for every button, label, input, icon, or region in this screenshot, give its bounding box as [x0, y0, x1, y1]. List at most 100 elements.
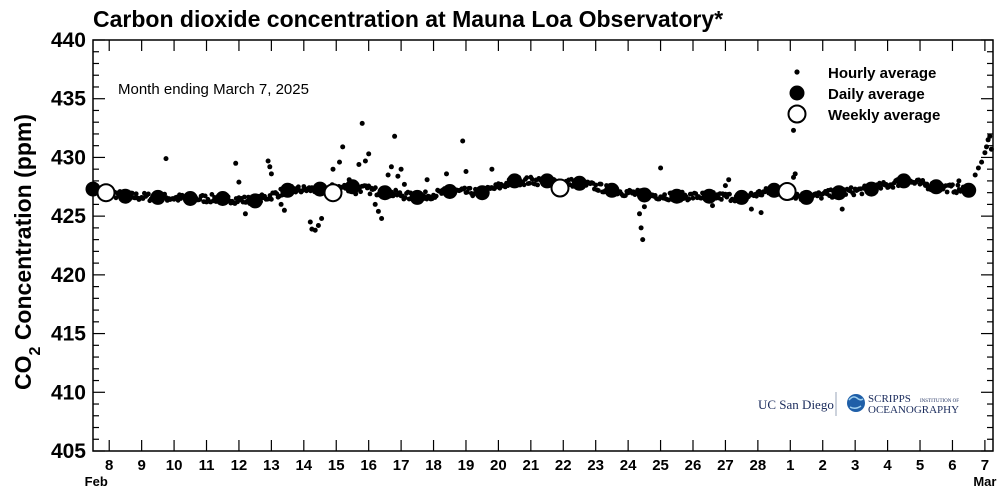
hourly-point [319, 216, 325, 221]
hourly-point [593, 182, 599, 188]
hourly-point [489, 166, 495, 172]
hourly-point [281, 207, 287, 213]
hourly-point [375, 208, 381, 214]
y-tick-label: 425 [51, 205, 86, 228]
hourly-point [236, 179, 242, 185]
hourly-point [398, 166, 404, 172]
y-tick-label: 435 [51, 88, 86, 111]
x-tick-label: 26 [685, 457, 702, 474]
hourly-point [987, 133, 993, 139]
y-axis-label-suffix: Concentration (ppm) [10, 114, 36, 347]
hourly-point [423, 189, 428, 195]
scripps-globe-icon [847, 394, 865, 412]
daily-point [701, 188, 717, 204]
hourly-point [163, 156, 169, 162]
hourly-point [956, 178, 962, 184]
hourly-point [356, 162, 362, 167]
scripps-logo-bottom: OCEANOGRAPHY [868, 404, 959, 416]
hourly-point [924, 181, 930, 187]
y-axis-label-sub: 2 [27, 346, 44, 355]
hourly-point [792, 171, 798, 177]
daily-point [117, 188, 133, 204]
daily-point [409, 189, 425, 205]
hourly-point [462, 185, 467, 191]
hourly-point [315, 223, 321, 228]
hourly-point [133, 191, 139, 197]
hourly-point [268, 171, 274, 177]
hourly-point [424, 177, 430, 183]
logo-area: UC San Diego SCRIPPS INSTITUTION OF OCEA… [758, 392, 959, 416]
legend-weekly-label: Weekly average [828, 107, 940, 124]
hourly-point [358, 189, 363, 195]
hourly-point [307, 219, 313, 225]
hourly-point [710, 203, 715, 209]
hourly-point [791, 127, 796, 133]
hourly-point [330, 166, 336, 172]
x-tick-label: 22 [555, 457, 572, 474]
hourly-point [984, 144, 989, 150]
hourly-point [146, 191, 151, 197]
hourly-point [686, 196, 692, 202]
weekly-series [96, 178, 797, 203]
daily-point [896, 173, 912, 189]
hourly-point [521, 182, 527, 188]
legend-daily-marker [789, 85, 805, 101]
x-month-label: Mar [973, 474, 996, 489]
hourly-point [367, 191, 373, 197]
x-tick-label: 14 [295, 457, 312, 474]
hourly-point [278, 201, 284, 207]
hourly-point [340, 144, 346, 150]
hourly-point [954, 190, 959, 196]
hourly-point [402, 195, 408, 201]
daily-point [928, 179, 944, 195]
axis-ticks [93, 39, 993, 452]
hourly-point [395, 173, 401, 179]
hourly-point [690, 195, 696, 201]
hourly-point [638, 225, 644, 231]
hourly-point [233, 160, 239, 166]
hourly-point [982, 150, 988, 156]
hourly-point [851, 192, 857, 198]
x-tick-label: 1 [786, 457, 794, 474]
x-tick-label: 20 [490, 457, 507, 474]
y-axis-label-prefix: CO [10, 355, 36, 390]
hourly-point [979, 159, 985, 165]
legend-weekly-marker [787, 104, 807, 124]
hourly-point [242, 211, 248, 217]
daily-point [474, 185, 490, 201]
hourly-point [637, 211, 642, 217]
y-tick-label: 430 [51, 146, 86, 169]
hourly-point [955, 182, 961, 188]
hourly-point [722, 183, 728, 189]
daily-point [150, 189, 166, 205]
hourly-point [444, 171, 449, 177]
hourly-point [727, 191, 732, 197]
x-tick-label: 7 [981, 457, 989, 474]
x-tick-label: 23 [587, 457, 604, 474]
daily-point [377, 185, 393, 201]
hourly-point [535, 182, 540, 188]
hourly-point [944, 189, 950, 195]
weekly-point [550, 178, 570, 198]
hourly-point [529, 176, 535, 182]
hourly-point [269, 196, 274, 202]
hourly-point [819, 195, 824, 201]
annotation-month: Month ending March 7, 2025 [118, 81, 309, 98]
x-tick-label: 28 [750, 457, 767, 474]
daily-point [831, 185, 847, 201]
hourly-point [464, 189, 470, 195]
hourly-point [726, 177, 732, 183]
hourly-point [366, 151, 372, 157]
hourly-point [392, 133, 398, 139]
plot-frame [92, 39, 994, 452]
hourly-point [596, 188, 601, 193]
daily-point [669, 188, 685, 204]
daily-point [604, 182, 620, 198]
scripps-logo-inst: INSTITUTION OF [920, 399, 959, 404]
legend-hourly-marker [794, 69, 800, 75]
x-month-label: Feb [85, 474, 108, 489]
hourly-point [372, 201, 378, 207]
hourly-point [640, 237, 646, 243]
daily-point [539, 173, 555, 189]
hourly-point [337, 159, 342, 165]
